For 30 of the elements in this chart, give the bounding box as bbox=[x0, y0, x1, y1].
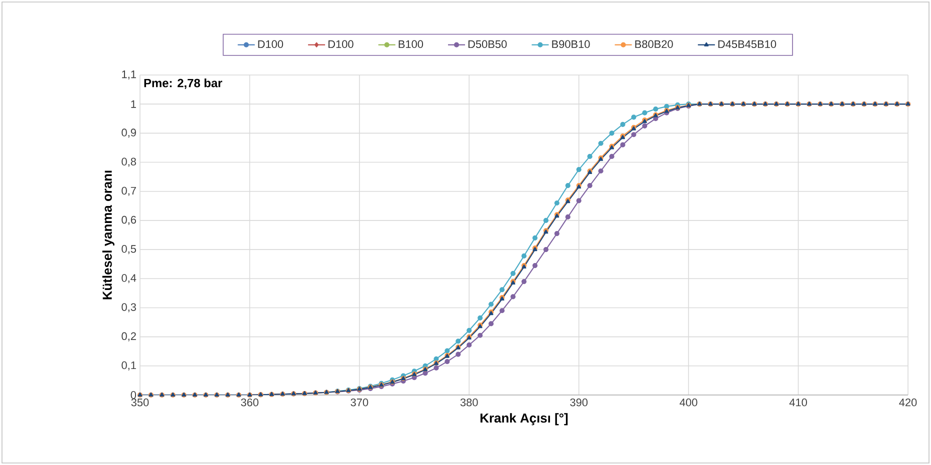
legend-label: B100 bbox=[398, 40, 424, 48]
x-tick-label: 380 bbox=[460, 398, 478, 406]
y-tick-label: 0,5 bbox=[122, 245, 136, 254]
legend-label: D100 bbox=[258, 40, 284, 48]
y-tick-label: 0,9 bbox=[122, 128, 136, 138]
x-tick-label: 390 bbox=[570, 398, 588, 406]
y-tick-label: 0,3 bbox=[122, 303, 136, 312]
y-tick-label: 1,1 bbox=[122, 70, 136, 80]
y-tick-label: 0,7 bbox=[122, 186, 136, 196]
legend-label: B90B10 bbox=[552, 40, 590, 48]
legend-label: D50B50 bbox=[468, 40, 507, 48]
y-tick-label: 0,4 bbox=[122, 274, 136, 284]
x-axis-title: Krank Açısı [°] bbox=[480, 413, 568, 426]
legend-label: D45B45B10 bbox=[718, 40, 776, 48]
y-tick-label: 0 bbox=[130, 391, 136, 399]
y-tick-label: 0,2 bbox=[122, 332, 136, 342]
y-tick-label: 1 bbox=[131, 100, 136, 108]
y-tick-label: 0,6 bbox=[122, 216, 136, 225]
x-tick-label: 350 bbox=[131, 398, 149, 406]
legend-label: D100 bbox=[328, 40, 354, 48]
x-tick-label: 370 bbox=[350, 398, 368, 406]
y-tick-label: 0,1 bbox=[122, 361, 136, 370]
legend-label: B80B20 bbox=[635, 40, 673, 48]
x-tick-label: 360 bbox=[240, 398, 258, 406]
x-tick-label: 420 bbox=[899, 398, 917, 406]
y-axis-title: Kütlesel yanma oranı bbox=[102, 170, 114, 300]
x-tick-label: 400 bbox=[680, 398, 698, 406]
y-tick-label: 0,8 bbox=[122, 158, 136, 167]
annotation: Pme: 2,78 bar bbox=[144, 78, 222, 90]
x-tick-label: 410 bbox=[789, 398, 807, 406]
